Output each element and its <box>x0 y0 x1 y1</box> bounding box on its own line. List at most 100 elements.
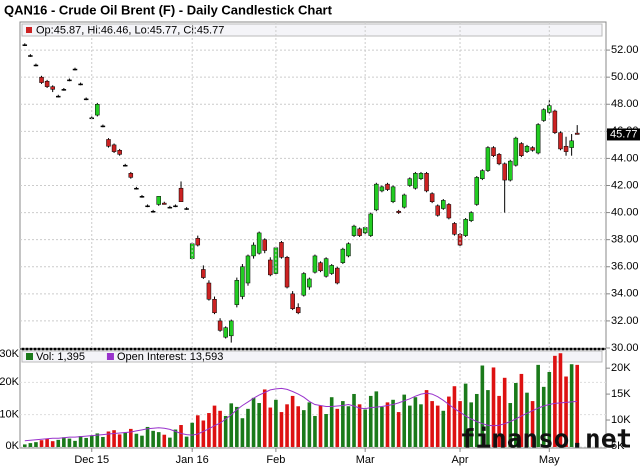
candle-body <box>485 147 491 171</box>
candle-body <box>413 173 418 189</box>
volume-bar <box>413 397 418 447</box>
candle-body <box>100 125 106 128</box>
candle-body <box>401 194 407 208</box>
volume-bar <box>301 410 306 447</box>
volume-bar <box>34 442 38 447</box>
volume-bar <box>229 403 234 447</box>
volume-bar <box>218 410 222 447</box>
candle-body <box>463 219 468 236</box>
y-tick-label: 0K <box>6 440 20 452</box>
y-tick-label: 40.00 <box>611 206 639 218</box>
volume-bar <box>430 401 434 447</box>
y-tick-label: 30K <box>0 348 20 360</box>
candle-body <box>574 132 580 135</box>
volume-bar <box>262 389 267 447</box>
volume-bar <box>441 410 446 447</box>
volume-bar <box>408 405 412 447</box>
volume-bar <box>307 402 312 447</box>
candle-body <box>67 79 72 82</box>
candle-body <box>535 124 541 154</box>
x-tick-label: Mar <box>356 454 375 466</box>
volume-bar <box>313 415 317 447</box>
candle-body <box>240 266 245 297</box>
candle-body <box>357 228 362 236</box>
plot-layer: 30.00 32.00 34.00 36.00 38.00 40.00 42.00 44.00… <box>0 22 640 466</box>
volume-bar <box>207 413 211 447</box>
volume-bar <box>240 418 245 447</box>
candle-body <box>122 164 128 167</box>
candle-body <box>435 205 440 216</box>
candle-body <box>256 232 262 254</box>
candle-body <box>44 80 50 87</box>
y-tick-label: 52.00 <box>611 44 639 56</box>
volume-bar <box>101 436 105 447</box>
y-tick-label: 32.00 <box>611 315 639 327</box>
volume-bar <box>45 438 49 447</box>
candle-body <box>173 205 178 208</box>
volume-bar <box>530 401 535 447</box>
candle-body <box>318 262 323 272</box>
volume-bar <box>380 406 384 447</box>
volume-bar <box>151 430 155 447</box>
candle-body <box>468 212 474 221</box>
volume-bar <box>195 415 200 447</box>
volume-bar <box>129 428 133 447</box>
y-tick-label: 38.00 <box>611 234 639 246</box>
volume-bar <box>123 432 128 447</box>
volume-bar <box>474 393 479 447</box>
candle-body <box>28 55 33 57</box>
volume-bar <box>547 371 552 447</box>
volume-bar <box>279 412 284 447</box>
candle-body <box>508 160 513 181</box>
volume-bar <box>106 431 111 447</box>
y-tick-label: 30.00 <box>611 342 639 354</box>
volume-bar <box>73 440 77 447</box>
volume-bar <box>402 394 407 447</box>
volume-bar <box>357 404 362 447</box>
candle-body <box>50 86 55 90</box>
volume-bar <box>179 425 183 447</box>
candle-body <box>351 225 357 236</box>
candle-body <box>217 320 223 331</box>
last-price-box <box>607 128 640 141</box>
volume-bar <box>28 443 33 447</box>
volume-bar <box>235 406 239 447</box>
candle-body <box>513 137 519 166</box>
volume-bar <box>50 441 55 447</box>
candle-body <box>106 139 111 147</box>
volume-bar <box>296 406 301 447</box>
volume-bar <box>519 373 524 447</box>
volume-bar <box>502 377 507 447</box>
legend-swatch <box>26 353 33 360</box>
y-tick-label: 34.00 <box>611 288 639 300</box>
volume-bar <box>290 395 295 447</box>
candle-body <box>441 200 446 209</box>
candle-body <box>474 177 480 205</box>
candle-body <box>335 267 340 284</box>
candle-body <box>323 258 329 277</box>
candle-body <box>429 193 435 202</box>
candle-body <box>201 269 206 278</box>
volume-bar <box>363 409 367 447</box>
candle-body <box>290 293 295 309</box>
volume-bar <box>536 364 540 447</box>
candle-body <box>184 208 189 210</box>
volume-bar <box>56 439 61 447</box>
candle-body <box>519 143 524 156</box>
candle-body <box>234 280 240 305</box>
candle-body <box>552 110 558 133</box>
candle-body <box>452 223 457 235</box>
candle-body <box>558 132 563 150</box>
chart-title: QAN16 - Crude Oil Brent (F) - Daily Cand… <box>4 2 333 17</box>
info-text: Op:45.87, Hi:46.46, Lo:45.77, Cl:45.77 <box>36 24 224 36</box>
candle-body <box>39 76 44 83</box>
y-tick-label: 10K <box>0 409 20 421</box>
candle-body <box>78 83 83 86</box>
volume-bar <box>424 390 429 447</box>
volume-bar <box>274 399 278 447</box>
candle-body <box>301 273 307 296</box>
candle-body <box>502 163 507 181</box>
volume-bar <box>22 444 27 447</box>
volume-bar <box>458 401 462 447</box>
volume-bar <box>558 353 563 447</box>
